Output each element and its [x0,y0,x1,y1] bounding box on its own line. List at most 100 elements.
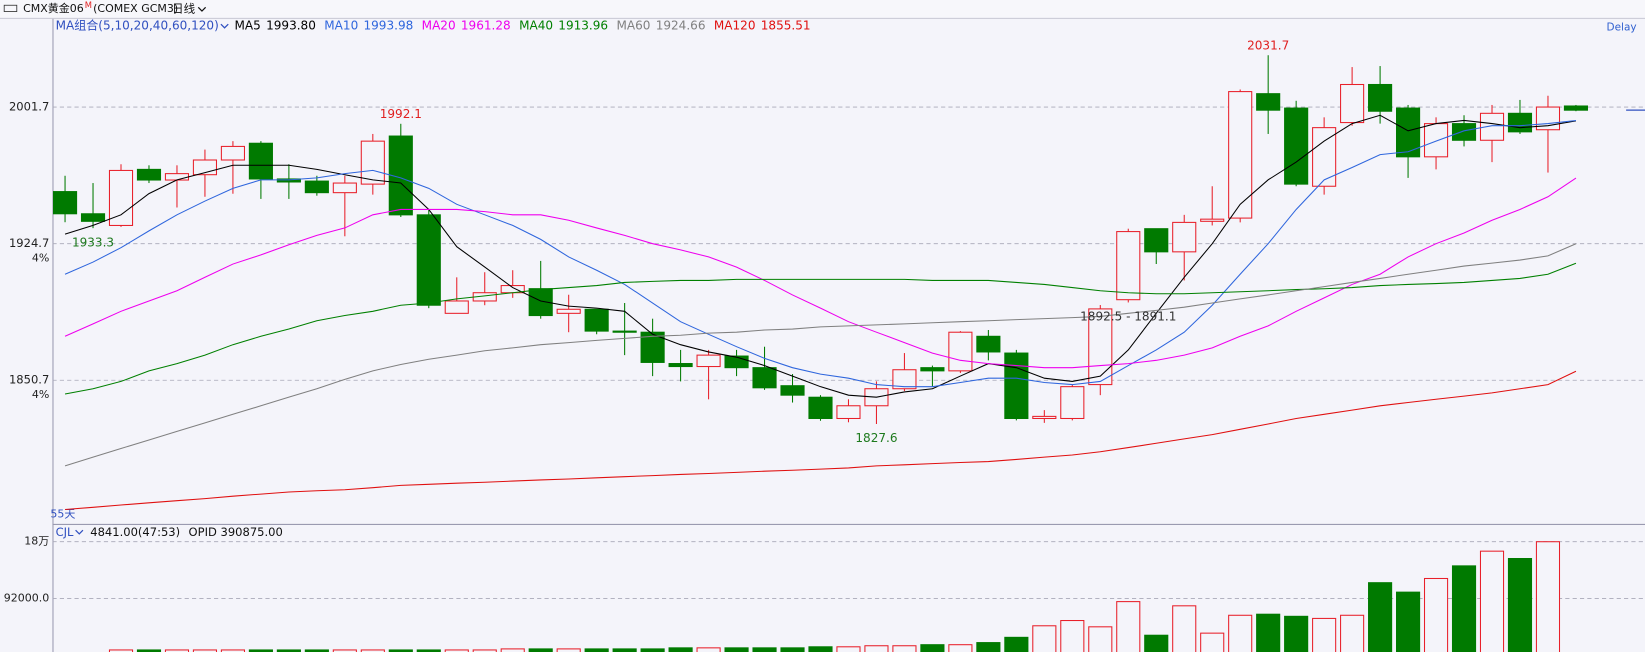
candle-body [248,142,273,180]
candle-body [1144,228,1169,253]
candle-body [724,355,749,369]
exchange: (COMEX GCM3) [93,2,178,15]
volume-bar [164,649,190,652]
symbol: CMX黄金06 [23,1,84,15]
chevron[interactable] [220,23,229,29]
volume-bar [1172,605,1197,652]
legend-name: MA40 [519,19,553,33]
candle-body [1284,107,1309,185]
candle-body [1060,386,1085,420]
volume-bar [416,649,441,652]
period-selector[interactable]: 日线 [172,1,196,15]
legend-name: MA60 [616,19,650,33]
legend-value: 1961.28 [461,19,511,33]
ma-line [64,243,1577,467]
candle-body [612,330,637,333]
candle-body [416,214,441,306]
ma-line [64,120,1577,388]
volume-bar [584,648,609,652]
volume-bar [192,649,218,652]
candle-body [276,178,301,183]
legend-title[interactable]: MA组合(5,10,20,40,60,120) [56,18,219,33]
volume-bar [1256,613,1281,652]
candle-body [1116,231,1141,301]
legend-name: MA10 [324,19,358,33]
volume-bar [108,649,134,652]
volume-bar [444,649,469,652]
candle-body [108,169,134,226]
volume-bar [556,648,581,652]
volume-bar [1284,615,1309,652]
y-tick-note: 4% [32,388,49,401]
candle-body [1004,352,1029,420]
candle-body [976,335,1001,353]
candle-body [1368,83,1393,112]
volume-bar [248,649,273,652]
price-panel: 1850.74%1924.74%2001.7MA组合(5,10,20,40,60… [9,18,1645,520]
volume-bar [976,642,1001,652]
legend-value: 1855.51 [761,19,811,33]
legend-value: 1993.80 [266,19,316,33]
volume-panel: 92000.0 18万 CJL 4841.00(47:53) OPID 390875.0… [4,525,1645,652]
volume-bar [1088,626,1113,652]
candle-body [1423,123,1449,158]
candle-body [1563,105,1589,111]
candle-body [136,168,162,181]
y-tick-label: 2001.7 [9,100,49,114]
volume-bar [1479,550,1505,652]
chevron[interactable] [75,529,84,535]
volume-bar [612,648,637,652]
candle-body [80,213,106,222]
volume-bar [836,646,861,652]
current-volume: 4841.00(47:53) [90,525,180,539]
candle-body [332,182,357,194]
volume-bar [220,649,245,652]
candle-body [556,308,581,314]
volume-bar [752,647,777,652]
status: Delay [1607,21,1637,33]
ma-line [64,262,1577,395]
y-tick-label: 1924.7 [9,236,49,250]
candle-body [1507,112,1533,133]
legend-name: MA5 [235,19,261,33]
ma-line [65,370,1577,511]
chevron[interactable] [197,6,207,12]
legend-value: 1993.98 [363,19,413,33]
candle-body [1200,218,1225,222]
candle-body [1256,93,1281,111]
legend-name: MA20 [422,19,456,33]
volume-bar [1200,632,1225,652]
y-tick-note: 4% [32,251,49,264]
candle-body [52,191,78,215]
volume-bar [360,649,385,652]
volume-bar [1423,577,1449,652]
volume-bar [332,649,357,652]
volume-bar [136,649,162,652]
volume-bar [696,647,721,652]
volume-bar [724,647,749,652]
candle-body [444,300,469,314]
volume-bar [304,649,329,652]
candle-body [892,369,917,390]
legend-value: 1924.66 [656,19,706,33]
volume-bar [640,648,665,652]
y-tick-label: 18万 [24,535,49,548]
y-tick-label: 1850.7 [9,373,49,387]
volume-bar [388,649,413,652]
high-label: 1992.1 [380,107,422,121]
volume-bar [1368,582,1393,652]
candle-body [836,405,861,420]
candle-body [584,308,609,332]
volume-bar [1116,601,1141,652]
volume-bar [864,645,889,652]
candle-body [1479,112,1505,141]
candle-body [640,331,665,363]
volume-bar [1004,636,1029,652]
candle-body [1451,123,1477,141]
legend-title[interactable]: CJL [56,525,74,539]
volume-bar [1032,625,1057,652]
menu-icon[interactable] [3,4,18,12]
low-label: 1933.3 [72,235,114,249]
